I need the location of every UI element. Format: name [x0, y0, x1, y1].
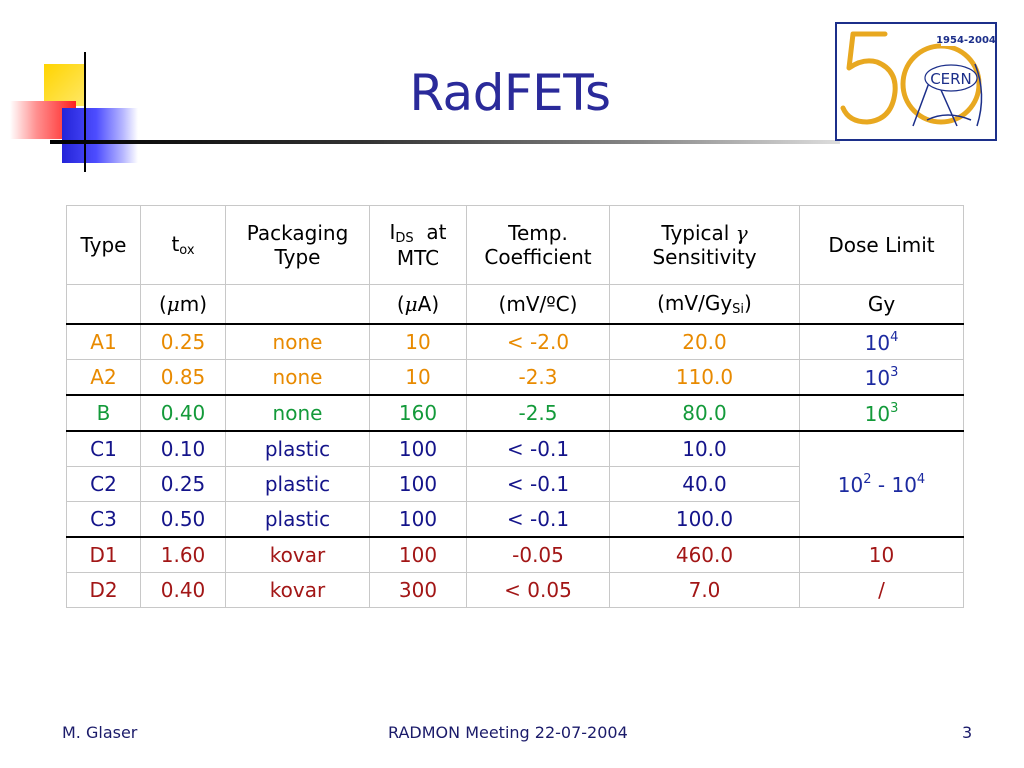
- radfet-table: Type tox Packaging Type IDS at MTC Temp. Co…: [66, 205, 964, 608]
- logo-cern-oval: [924, 64, 978, 92]
- cell-packaging: kovar: [225, 572, 370, 608]
- cell-dose: 10: [799, 536, 964, 573]
- logo-years-text: 1954-2004: [936, 35, 995, 46]
- cell-tox: 1.60: [140, 536, 226, 573]
- cell-temp: -0.05: [466, 536, 610, 573]
- cell-type: A2: [66, 359, 141, 395]
- cell-type: C3: [66, 501, 141, 537]
- cell-sensitivity: 7.0: [609, 572, 800, 608]
- table-header-row: Type tox Packaging Type IDS at MTC Temp. Co…: [66, 205, 964, 285]
- cell-temp: < -0.1: [466, 466, 610, 502]
- cern-logo-graphic: CERN 1954-2004: [840, 31, 995, 127]
- cell-sensitivity: 460.0: [609, 536, 800, 573]
- cell-ids: 160: [369, 394, 467, 431]
- units-sensitivity: (mV/GySi): [609, 284, 800, 325]
- cell-ids: 100: [369, 466, 467, 502]
- footer-event: RADMON Meeting 22-07-2004: [388, 723, 628, 742]
- cell-type: C1: [66, 430, 141, 467]
- cell-dose: /: [799, 572, 964, 608]
- table-row: A1 0.25 none 10 < -2.0 20.0 104: [66, 324, 964, 360]
- cell-packaging: plastic: [225, 466, 370, 502]
- cell-dose: 104: [799, 324, 964, 360]
- units-type: [66, 284, 141, 325]
- cell-packaging: kovar: [225, 536, 370, 573]
- table-row: C1 0.10 plastic 100 < -0.1 10.0 102 - 10…: [66, 430, 964, 537]
- logo-five-stroke: [840, 31, 898, 125]
- table-row: D2 0.40 kovar 300 < 0.05 7.0 /: [66, 572, 964, 608]
- table-row: B 0.40 none 160 -2.5 80.0 103: [66, 394, 964, 431]
- cell-temp: -2.3: [466, 359, 610, 395]
- logo-accelerator-arc: [926, 114, 972, 121]
- cell-ids: 100: [369, 501, 467, 537]
- radfet-table-container: Type tox Packaging Type IDS at MTC Temp. Co…: [66, 205, 964, 608]
- slide-title: RadFETs: [409, 64, 611, 122]
- cell-type: A1: [66, 324, 141, 360]
- cell-ids: 300: [369, 572, 467, 608]
- cell-dose: 103: [799, 359, 964, 395]
- decor-blue-bar: [62, 108, 138, 163]
- cell-packaging: none: [225, 394, 370, 431]
- cell-sensitivity: 110.0: [609, 359, 800, 395]
- cell-tox: 0.40: [140, 394, 226, 431]
- cell-tox: 0.50: [140, 501, 226, 537]
- cell-temp: < -0.1: [466, 501, 610, 537]
- decor-yellow-square: [44, 64, 84, 106]
- cell-ids: 100: [369, 536, 467, 573]
- table-row: C2 0.25 plastic 100 < -0.1 40.0: [66, 466, 964, 502]
- cell-type: C2: [66, 466, 141, 502]
- cern-50-logo: CERN 1954-2004: [835, 22, 997, 141]
- cell-tox: 0.40: [140, 572, 226, 608]
- cell-ids: 100: [369, 430, 467, 467]
- footer-author: M. Glaser: [62, 723, 138, 742]
- header-packaging: Packaging Type: [225, 205, 370, 285]
- cell-temp: -2.5: [466, 394, 610, 431]
- table-row: C3 0.50 plastic 100 < -0.1 100.0: [66, 501, 964, 537]
- units-ids: (μA): [369, 284, 467, 325]
- cell-sensitivity: 100.0: [609, 501, 800, 537]
- units-packaging: [225, 284, 370, 325]
- decor-vertical-line: [84, 52, 86, 172]
- table-row: A2 0.85 none 10 -2.3 110.0 103: [66, 359, 964, 395]
- cell-tox: 0.85: [140, 359, 226, 395]
- logo-accelerator-curve: [974, 63, 983, 127]
- cell-dose-c-group: 102 - 104: [799, 430, 964, 537]
- cell-sensitivity: 40.0: [609, 466, 800, 502]
- cell-ids: 10: [369, 324, 467, 360]
- header-temp-coefficient: Temp. Coefficient: [466, 205, 610, 285]
- header-tox: tox: [140, 205, 226, 285]
- logo-cern-text: CERN: [930, 70, 972, 88]
- cell-dose: 103: [799, 394, 964, 431]
- table-row: D1 1.60 kovar 100 -0.05 460.0 10: [66, 536, 964, 573]
- header-ids: IDS at MTC: [369, 205, 467, 285]
- table-units-row: (μm) (μA) (mV/ºC) (mV/GySi) Gy: [66, 284, 964, 325]
- cell-tox: 0.10: [140, 430, 226, 467]
- units-temp: (mV/ºC): [466, 284, 610, 325]
- header-type: Type: [66, 205, 141, 285]
- header-dose-limit: Dose Limit: [799, 205, 964, 285]
- title-underline-rule: [50, 140, 840, 144]
- cell-sensitivity: 80.0: [609, 394, 800, 431]
- cell-tox: 0.25: [140, 466, 226, 502]
- cell-temp: < -0.1: [466, 430, 610, 467]
- cell-sensitivity: 10.0: [609, 430, 800, 467]
- cell-packaging: plastic: [225, 430, 370, 467]
- cell-type: D2: [66, 572, 141, 608]
- logo-years-box: [941, 32, 991, 46]
- cell-tox: 0.25: [140, 324, 226, 360]
- cell-packaging: plastic: [225, 501, 370, 537]
- cell-type: D1: [66, 536, 141, 573]
- units-dose: Gy: [799, 284, 964, 325]
- units-tox: (μm): [140, 284, 226, 325]
- cell-packaging: none: [225, 324, 370, 360]
- cell-ids: 10: [369, 359, 467, 395]
- cell-type: B: [66, 394, 141, 431]
- footer-page-number: 3: [962, 723, 973, 742]
- cell-sensitivity: 20.0: [609, 324, 800, 360]
- cell-temp: < 0.05: [466, 572, 610, 608]
- cell-temp: < -2.0: [466, 324, 610, 360]
- cell-packaging: none: [225, 359, 370, 395]
- header-sensitivity: Typical γ Sensitivity: [609, 205, 800, 285]
